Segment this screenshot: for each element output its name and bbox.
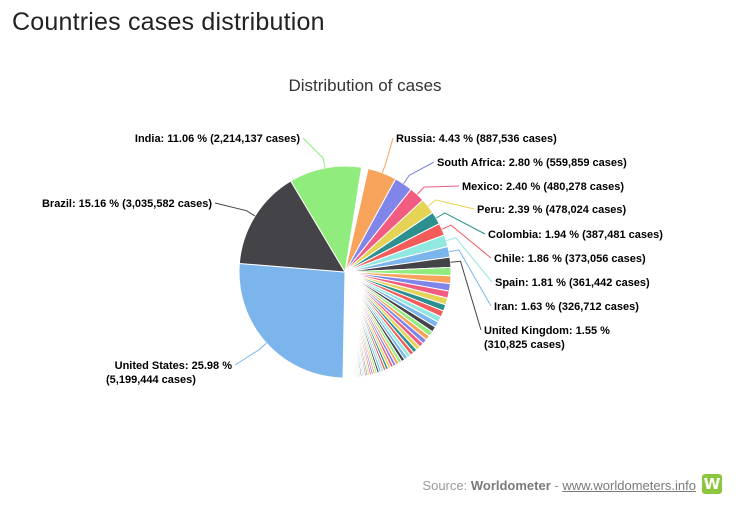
worldometer-logo-icon: W bbox=[702, 474, 722, 494]
source-name: Worldometer bbox=[470, 478, 551, 493]
slice-label-united-kingdom: United Kingdom: 1.55 % (310,825 cases) bbox=[484, 325, 610, 351]
slice-label-spain: Spain: 1.81 % (361,442 cases) bbox=[495, 277, 650, 289]
connector-chile bbox=[441, 224, 492, 259]
pie-chart: Distribution of cases Russia: 4.43 % (88… bbox=[42, 76, 663, 386]
pie-slice-india[interactable] bbox=[290, 165, 363, 274]
label-connectors bbox=[214, 137, 493, 366]
source-prefix: Source: bbox=[422, 478, 471, 493]
connector-united-kingdom bbox=[450, 260, 482, 331]
connector-spain bbox=[446, 237, 493, 283]
connector-colombia bbox=[435, 212, 486, 235]
chart-title: Distribution of cases bbox=[288, 76, 441, 95]
connector-brazil bbox=[214, 202, 256, 217]
connector-russia bbox=[381, 137, 394, 173]
connector-india bbox=[302, 137, 326, 168]
slice-labels: Russia: 4.43 % (887,536 cases) South Afri… bbox=[42, 133, 663, 386]
slice-label-russia: Russia: 4.43 % (887,536 cases) bbox=[396, 133, 557, 145]
pie-chart-svg: Distribution of cases Russia: 4.43 % (88… bbox=[42, 76, 663, 386]
connector-iran bbox=[449, 249, 492, 307]
slice-label-united-states: United States: 25.98 % (5,199,444 cases) bbox=[106, 360, 232, 386]
source-credit: Source: Worldometer - www.worldometers.i… bbox=[422, 478, 696, 493]
slice-label-colombia: Colombia: 1.94 % (387,481 cases) bbox=[488, 229, 663, 241]
slice-label-chile: Chile: 1.86 % (373,056 cases) bbox=[494, 253, 646, 265]
page-title: Countries cases distribution bbox=[12, 8, 325, 36]
slice-label-iran: Iran: 1.63 % (326,712 cases) bbox=[494, 301, 639, 313]
connector-mexico bbox=[416, 185, 460, 195]
slice-label-peru: Peru: 2.39 % (478,024 cases) bbox=[477, 204, 627, 216]
slice-label-mexico: Mexico: 2.40 % (480,278 cases) bbox=[462, 181, 624, 193]
slice-label-south-africa: South Africa: 2.80 % (559,859 cases) bbox=[437, 157, 627, 169]
connector-peru bbox=[427, 199, 475, 210]
pie-slice-united-states[interactable] bbox=[238, 262, 346, 379]
connector-united-states bbox=[234, 342, 267, 366]
slice-label-brazil: Brazil: 15.16 % (3,035,582 cases) bbox=[42, 198, 212, 210]
pie-slices bbox=[238, 165, 452, 379]
source-separator: - bbox=[550, 478, 563, 493]
slice-label-india: India: 11.06 % (2,214,137 cases) bbox=[135, 133, 300, 145]
source-link[interactable]: www.worldometers.info bbox=[562, 478, 696, 493]
connector-south-africa bbox=[403, 161, 435, 184]
